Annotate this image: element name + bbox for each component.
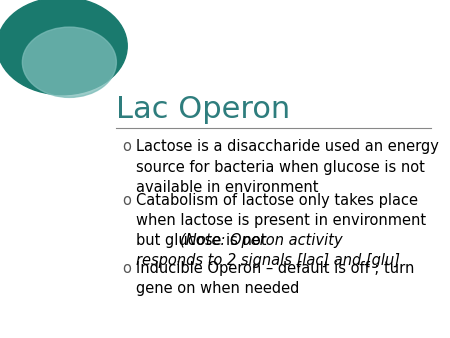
Text: o: o (122, 261, 130, 276)
Text: when lactose is present in environment: when lactose is present in environment (136, 213, 427, 228)
Circle shape (22, 27, 117, 97)
Text: o: o (122, 193, 130, 208)
Text: Lactose is a disaccharide used an energy
source for bacteria when glucose is not: Lactose is a disaccharide used an energy… (136, 139, 439, 195)
Text: Inducible Operon – default is off ; turn
gene on when needed: Inducible Operon – default is off ; turn… (136, 261, 414, 296)
Text: but glucose is not: but glucose is not (136, 233, 271, 248)
Text: responds to 2 signals [lac] and [glu]: responds to 2 signals [lac] and [glu] (136, 252, 400, 268)
Text: Catabolism of lactose only takes place: Catabolism of lactose only takes place (136, 193, 418, 208)
Text: o: o (122, 139, 130, 154)
Text: Lac Operon: Lac Operon (117, 95, 291, 124)
Text: (Note: Operon activity: (Note: Operon activity (180, 233, 343, 248)
Circle shape (0, 0, 127, 95)
